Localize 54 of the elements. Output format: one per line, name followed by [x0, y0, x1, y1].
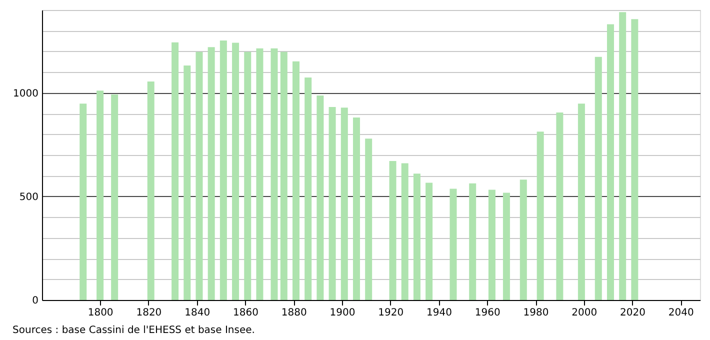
- x-tick-label: 1880: [281, 308, 307, 318]
- bar: [413, 174, 420, 300]
- bar: [340, 108, 348, 300]
- x-tick-label: 2000: [572, 308, 598, 318]
- bar: [270, 48, 278, 300]
- bar: [292, 61, 300, 300]
- x-tick-label: 1900: [330, 308, 356, 318]
- y-tick-label: 1000: [13, 88, 38, 100]
- bar: [328, 106, 336, 300]
- bar: [389, 161, 396, 300]
- x-tick-label: 1980: [523, 308, 549, 318]
- bar: [488, 190, 496, 300]
- bar: [280, 52, 288, 300]
- bar: [450, 188, 457, 300]
- bar: [426, 182, 433, 300]
- x-tick-label: 1960: [474, 308, 500, 318]
- y-tick-label: 500: [19, 192, 38, 203]
- bar: [244, 52, 252, 300]
- bar: [96, 90, 104, 300]
- bar: [536, 132, 544, 300]
- bar: [208, 47, 215, 300]
- bar: [304, 78, 312, 300]
- bar: [502, 192, 510, 300]
- bar: [631, 19, 638, 300]
- bar: [184, 66, 191, 300]
- bar: [401, 163, 408, 300]
- x-tick-label: 1940: [426, 308, 452, 318]
- x-tick-label: 1860: [232, 308, 258, 318]
- bar: [594, 56, 602, 300]
- bar: [556, 112, 564, 300]
- bar: [619, 12, 626, 300]
- bar: [520, 180, 527, 300]
- bar: [80, 104, 87, 300]
- bar: [172, 42, 179, 300]
- bar: [196, 52, 203, 300]
- bar: [316, 96, 324, 300]
- bar: [147, 81, 154, 300]
- bar: [365, 138, 372, 300]
- x-tick-label: 1820: [136, 308, 162, 318]
- x-tick-label: 1840: [184, 308, 210, 318]
- bar: [256, 48, 264, 300]
- bar: [232, 42, 240, 300]
- x-tick-label: 1800: [88, 308, 114, 318]
- x-tick-label: 2040: [668, 308, 694, 318]
- source-note: Sources : base Cassini de l'EHESS et base Insee.: [12, 325, 255, 336]
- x-tick-label: 2020: [620, 308, 646, 318]
- bar: [220, 40, 227, 300]
- bar: [469, 183, 476, 300]
- bar: [578, 104, 585, 300]
- bar: [606, 24, 614, 300]
- bar: [111, 94, 118, 300]
- y-tick-label: 0: [32, 296, 38, 306]
- x-tick-label: 1920: [378, 308, 404, 318]
- bar: [352, 118, 360, 300]
